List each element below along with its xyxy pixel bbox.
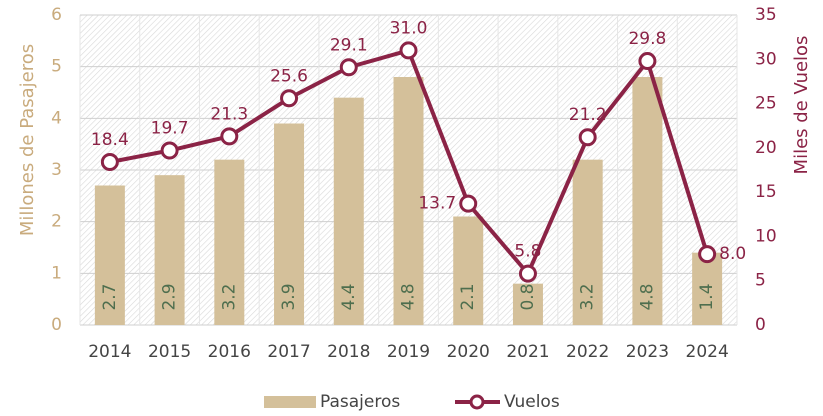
line-marker <box>578 128 597 147</box>
bar-value-label: 1.4 <box>697 283 717 310</box>
line-marker <box>399 41 418 60</box>
y-tick-label: 0 <box>51 315 62 335</box>
bar <box>333 97 364 326</box>
bar-value-label: 4.8 <box>637 283 657 310</box>
line-marker <box>160 141 179 160</box>
line-value-label: 29.1 <box>330 35 368 55</box>
line-marker <box>100 153 119 172</box>
bar <box>214 159 245 325</box>
x-tick-label: 2020 <box>447 342 490 362</box>
y-tick-label: 1 <box>51 263 62 283</box>
y2-tick-label: 10 <box>755 226 777 246</box>
y2-tick-label: 0 <box>755 315 766 335</box>
line-value-label: 21.2 <box>569 105 607 125</box>
bar-value-label: 3.2 <box>219 283 239 310</box>
line-value-label: 29.8 <box>628 29 666 49</box>
y-axis-title: Millones de Pasajeros <box>17 44 38 236</box>
bar <box>572 159 603 325</box>
y-tick-label: 5 <box>51 57 62 77</box>
y2-tick-label: 30 <box>755 49 777 69</box>
x-tick-label: 2024 <box>686 342 729 362</box>
line-marker <box>638 52 657 71</box>
y-tick-label: 3 <box>51 160 62 180</box>
line-marker <box>339 58 358 77</box>
legend-marker <box>469 394 485 410</box>
bar <box>274 123 305 325</box>
y-tick-label: 2 <box>51 212 62 232</box>
legend-label: Vuelos <box>504 392 560 412</box>
x-tick-label: 2014 <box>88 342 131 362</box>
line-marker <box>220 127 239 146</box>
line-marker <box>459 194 478 213</box>
line-value-label: 5.8 <box>514 242 541 262</box>
x-tick-label: 2022 <box>566 342 609 362</box>
line-value-label: 19.7 <box>151 119 189 139</box>
x-tick-label: 2023 <box>626 342 669 362</box>
bar <box>393 77 424 325</box>
bar-value-label: 4.8 <box>399 283 419 310</box>
x-tick-label: 2015 <box>148 342 191 362</box>
bar <box>692 252 723 325</box>
y2-tick-label: 5 <box>755 271 766 291</box>
bar <box>632 77 663 325</box>
bar-value-label: 2.7 <box>100 283 120 310</box>
line-value-label: 31.0 <box>390 18 428 38</box>
bar-value-label: 2.9 <box>160 283 180 310</box>
line-marker <box>698 245 717 264</box>
line-value-label: 8.0 <box>719 244 746 264</box>
y2-tick-label: 15 <box>755 182 777 202</box>
line-marker <box>518 264 537 283</box>
x-tick-label: 2016 <box>208 342 251 362</box>
line-value-label: 18.4 <box>91 130 129 150</box>
legend-swatch <box>264 396 316 408</box>
y2-tick-label: 35 <box>755 5 777 25</box>
bar <box>94 185 125 325</box>
y2-axis-title: Miles de Vuelos <box>791 36 812 175</box>
x-tick-label: 2018 <box>327 342 370 362</box>
bar-value-label: 2.1 <box>458 283 478 310</box>
y2-tick-label: 25 <box>755 94 777 114</box>
line-value-label: 25.6 <box>270 66 308 86</box>
x-tick-label: 2019 <box>387 342 430 362</box>
line-value-label: 13.7 <box>418 194 456 214</box>
x-tick-label: 2017 <box>267 342 310 362</box>
bar-value-label: 0.8 <box>518 283 538 310</box>
bar-value-label: 3.2 <box>578 283 598 310</box>
line-value-label: 21.3 <box>210 104 248 124</box>
bar <box>453 216 484 325</box>
x-tick-label: 2021 <box>506 342 549 362</box>
bar-value-label: 4.4 <box>339 283 359 310</box>
bar <box>512 283 543 325</box>
bar-value-label: 3.9 <box>279 283 299 310</box>
line-marker <box>280 89 299 108</box>
y-tick-label: 4 <box>51 108 62 128</box>
y2-tick-label: 20 <box>755 138 777 158</box>
y-tick-label: 6 <box>51 5 62 25</box>
bar <box>154 175 185 325</box>
legend-label: Pasajeros <box>320 392 400 412</box>
